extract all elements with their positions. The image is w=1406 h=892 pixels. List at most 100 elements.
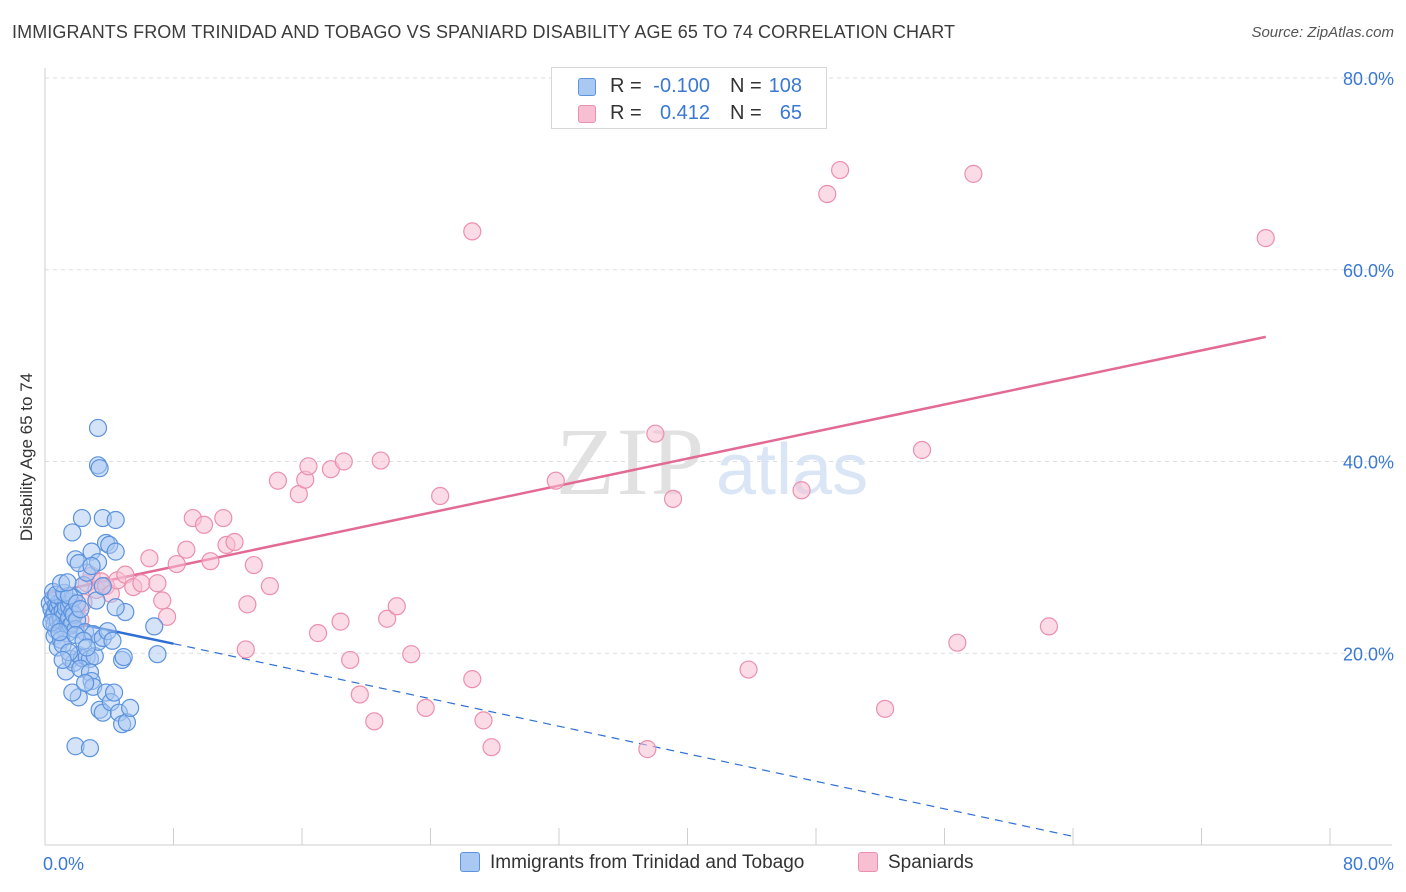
spaniards-point [463,670,482,689]
spaniards-point [378,609,397,628]
legend-swatch-pink [578,105,596,123]
spaniards-point [225,532,244,552]
legend-row-spaniards: R = 0.412 N = 65 [552,101,826,127]
trinidad-point [50,623,69,642]
trinidad-point [63,683,82,702]
spaniards-point [912,440,932,460]
spaniards-point [1256,229,1275,248]
y-tick-label: 60.0% [1343,261,1394,281]
legend-r-label: R = [610,75,642,97]
spaniards-point [334,452,353,471]
tick-labels: 20.0% 40.0% 60.0% 80.0% 0.0% 80.0% [43,69,1394,874]
legend-n-value: 65 [779,102,802,124]
trinidad-point [76,673,95,693]
x-tick-label: 80.0% [1343,854,1394,874]
spaniards-point [463,222,482,241]
trinidad-point [90,459,109,478]
spaniards-point [792,481,811,500]
legend-swatch-pink [858,852,878,872]
spaniards-point [431,486,450,506]
spaniards-point [148,574,167,593]
spaniards-point [308,624,328,643]
legend-r-value: -0.100 [653,75,710,97]
spaniards-point [268,471,288,490]
trinidad-point [103,631,122,650]
trinidad-point [80,739,100,758]
chart-title: IMMIGRANTS FROM TRINIDAD AND TOBAGO VS S… [12,22,956,42]
legend-swatch-blue [460,852,480,872]
x-tick-label: 0.0% [43,854,84,874]
spaniards-point [964,164,983,183]
spaniards-point [194,515,214,534]
legend-r-label: R = [610,102,642,124]
trinidad-points [40,418,167,758]
spaniards-point [474,711,493,730]
spaniards-points [48,160,1275,759]
spaniards-point [948,633,967,652]
y-tick-label: 20.0% [1343,644,1394,664]
legend-n-label: N = [730,75,762,97]
spaniards-point [416,698,435,717]
spaniards-point [350,685,369,704]
y-tick-label: 40.0% [1343,453,1394,473]
spaniards-point [140,549,159,568]
spaniards-point [244,555,263,575]
grid-lines [45,77,1392,654]
spaniards-point [365,712,384,731]
trinidad-point [121,698,140,717]
spaniards-point [663,489,683,508]
legend-item-spaniards: Spaniards [858,852,974,876]
legend-label-trinidad: Immigrants from Trinidad and Tobago [490,852,805,873]
trinidad-point [58,573,77,592]
spaniards-point [299,457,318,476]
spaniards-point [260,577,279,596]
trinidad-point [88,418,108,438]
trinidad-point [82,556,101,576]
watermark-atlas: atlas [716,430,868,510]
source-label: Source: ZipAtlas.com [1251,24,1394,41]
trinidad-point [71,600,90,619]
trinidad-point [72,508,92,528]
trinidad-point [148,645,167,664]
spaniards-point [341,650,360,670]
stats-legend: R = -0.100 N = 108 R = 0.412 N = 65 [551,67,827,129]
legend-n-label: N = [730,102,762,124]
trinidad-point [106,598,125,617]
trinidad-point [106,542,125,561]
spaniards-point [546,471,565,490]
trinidad-point [53,650,72,670]
spaniards-point [638,740,657,759]
legend-n-value: 108 [768,75,802,97]
legend-r-value: 0.412 [659,102,710,124]
spaniards-point [238,595,257,614]
spaniards-point [1039,617,1059,636]
spaniards-point [153,591,172,610]
legend-label-spaniards: Spaniards [888,852,974,873]
spaniards-point [236,640,255,659]
spaniards-point [371,451,390,470]
trinidad-point [104,683,124,702]
spaniards-point [177,540,196,559]
spaniards-point [402,645,421,664]
spaniards-point [214,508,233,528]
trinidad-point [145,617,164,636]
trinidad-trend-extension [173,643,1074,837]
trinidad-point [77,638,96,657]
spaniards-point [157,607,177,626]
axes [44,68,1392,846]
spaniards-point [167,554,186,574]
spaniards-point [818,184,837,204]
trinidad-point [106,510,125,530]
spaniards-point [875,699,895,718]
y-tick-label: 80.0% [1343,69,1394,89]
watermark-zip: ZIP [556,408,706,515]
spaniards-point [331,612,350,631]
trinidad-point [114,647,133,667]
y-axis-label: Disability Age 65 to 74 [17,372,36,542]
trinidad-point [63,523,82,542]
trinidad-point [93,577,112,596]
spaniards-trend-line [44,335,1267,596]
legend-row-trinidad: R = -0.100 N = 108 [552,74,826,100]
spaniards-point [482,738,501,757]
